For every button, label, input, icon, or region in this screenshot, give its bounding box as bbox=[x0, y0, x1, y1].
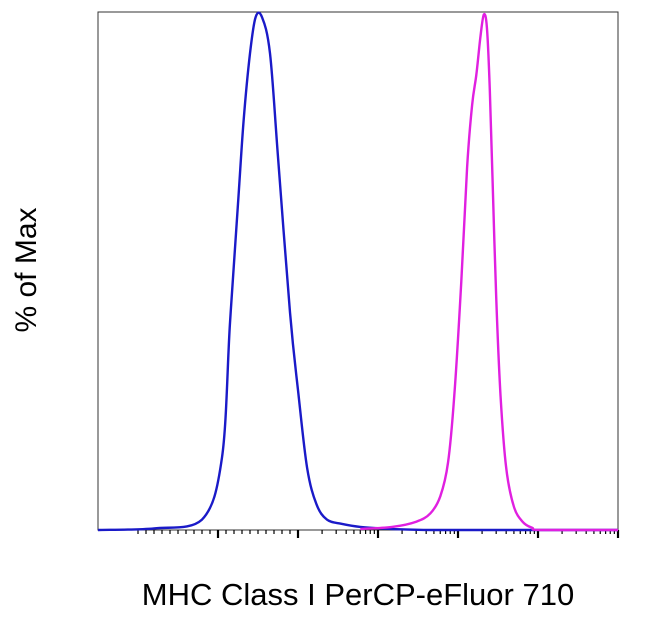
x-axis-ticks bbox=[137, 530, 620, 538]
histogram-series-2 bbox=[360, 12, 618, 532]
x-axis-label: MHC Class I PerCP-eFluor 710 bbox=[142, 577, 574, 612]
plot-frame bbox=[97, 11, 619, 531]
series-lines bbox=[97, 11, 618, 532]
histogram-series-1 bbox=[97, 11, 618, 532]
y-axis-label: % of Max bbox=[10, 207, 43, 332]
